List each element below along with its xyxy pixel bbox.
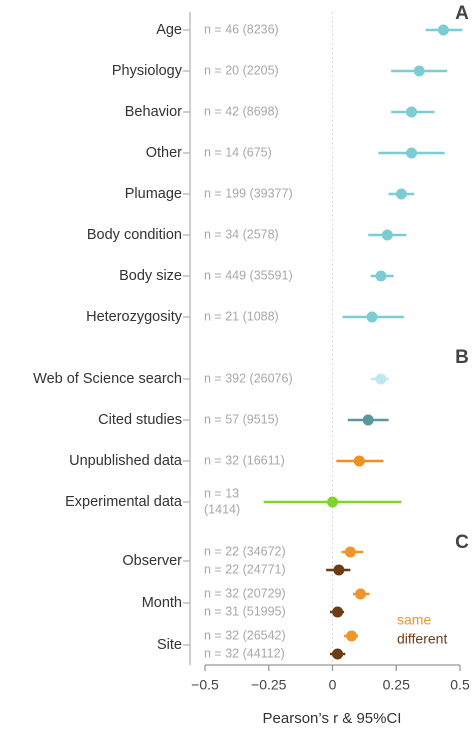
point [353, 455, 365, 467]
point [395, 188, 407, 200]
n-label: n = 32 (44112) [204, 646, 285, 660]
n-label: n = 42 (8698) [204, 104, 279, 118]
point [362, 414, 374, 426]
n-label: n = 32 (16611) [204, 453, 285, 467]
category-label: Experimental data [65, 494, 183, 510]
x-tick-label: −0.25 [251, 677, 287, 693]
category-label: Cited studies [98, 412, 182, 428]
n-label: n = 199 (39377) [204, 186, 293, 200]
n-label: n = 32 (20729) [204, 586, 286, 600]
legend-entry: same [397, 612, 431, 628]
n-label: (1414) [204, 502, 240, 516]
point [333, 564, 345, 576]
point [346, 630, 358, 642]
n-label: n = 32 (26542) [204, 628, 286, 642]
panel-label: A [455, 3, 469, 24]
n-label: n = 13 [204, 486, 239, 500]
x-tick-label: −0.5 [191, 677, 219, 693]
category-label: Unpublished data [69, 453, 183, 469]
group-label: Site [157, 637, 182, 653]
point [332, 648, 344, 660]
category-label: Physiology [112, 63, 183, 79]
n-label: n = 20 (2205) [204, 63, 279, 77]
category-label: Behavior [125, 104, 182, 120]
point [437, 24, 449, 36]
point [413, 65, 425, 77]
point [375, 270, 387, 282]
panel-label: C [455, 532, 469, 553]
point [344, 546, 356, 558]
n-label: n = 392 (26076) [204, 371, 293, 385]
point [406, 147, 418, 159]
category-label: Body condition [87, 227, 182, 243]
x-axis-label: Pearson’s r & 95%CI [263, 710, 402, 727]
n-label: n = 57 (9515) [204, 412, 279, 426]
category-label: Body size [119, 268, 182, 284]
n-label: n = 31 (51995) [204, 604, 286, 618]
point [406, 106, 418, 118]
category-label: Heterozygosity [86, 309, 183, 325]
category-label: Other [146, 145, 182, 161]
n-label: n = 34 (2578) [204, 227, 279, 241]
n-label: n = 14 (675) [204, 145, 272, 159]
group-label: Observer [122, 553, 182, 569]
x-tick-label: 0.5 [450, 677, 470, 693]
x-tick-label: 0 [329, 677, 337, 693]
n-label: n = 22 (24771) [204, 562, 286, 576]
point [381, 229, 393, 241]
point [327, 496, 338, 508]
n-label: n = 46 (8236) [204, 22, 279, 36]
n-label: n = 449 (35591) [204, 268, 293, 282]
panel-label: B [455, 347, 469, 368]
point [366, 311, 378, 323]
category-label: Web of Science search [33, 371, 182, 387]
n-label: n = 21 (1088) [204, 309, 279, 323]
legend-entry: different [397, 631, 447, 647]
point [355, 588, 367, 600]
category-label: Age [156, 22, 182, 38]
n-label: n = 22 (34672) [204, 544, 286, 558]
point [375, 373, 387, 385]
group-label: Month [142, 595, 182, 611]
point [332, 606, 344, 618]
category-label: Plumage [125, 186, 182, 202]
x-tick-label: 0.25 [383, 677, 410, 693]
